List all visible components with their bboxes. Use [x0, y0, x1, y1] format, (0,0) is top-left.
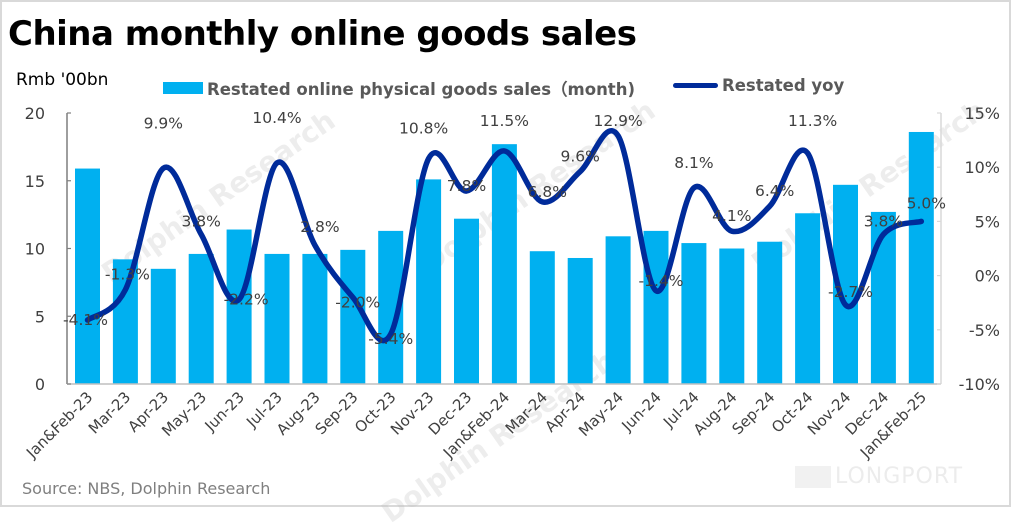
yoy-line — [84, 128, 925, 344]
data-label: -2.7% — [828, 283, 873, 301]
bar — [567, 257, 593, 384]
right-axis-tick-label: 10% — [964, 158, 1000, 177]
longport-logo-icon — [795, 465, 831, 488]
data-label: -5.4% — [368, 330, 413, 348]
bar — [75, 168, 100, 384]
legend-item-yoy: Restated yoy — [673, 76, 844, 95]
legend-item-sales: Restated online physical goods sales（mon… — [163, 76, 635, 100]
left-axis-tick-label: 5 — [35, 307, 45, 326]
chart-title: China monthly online goods sales — [8, 14, 637, 54]
data-label: -1.3% — [105, 266, 150, 284]
x-axis-tick-label: Sep-23 — [312, 388, 362, 438]
bar — [529, 251, 555, 384]
bar — [908, 131, 934, 384]
bar — [112, 259, 138, 384]
data-label: 6.8% — [528, 183, 567, 201]
data-label: -1.4% — [639, 272, 684, 290]
data-label: 3.8% — [864, 212, 903, 230]
data-label: 9.6% — [561, 148, 600, 166]
left-axis-tick-label: 15 — [25, 172, 45, 191]
x-axis-ticks: Jan&Feb-23Mar-23Apr-23May-23Jun-23Jul-23… — [22, 388, 930, 462]
bar — [757, 241, 783, 384]
bar — [719, 248, 745, 384]
bar-series — [75, 131, 934, 384]
axes: 0 5 10 15 20 -10% -5% 0% 5% 10% 15% — [25, 104, 1000, 394]
x-axis-tick-label: Mar-24 — [502, 388, 551, 437]
data-label: 9.9% — [144, 114, 183, 132]
data-label: -2.2% — [224, 290, 269, 308]
legend-line-swatch — [673, 83, 718, 88]
x-axis-tick-label: Jun-23 — [201, 388, 248, 435]
data-label: 11.5% — [480, 112, 529, 130]
legend-label-sales: Restated online physical goods sales（mon… — [207, 80, 635, 99]
right-axis-tick-label: -10% — [959, 375, 1000, 394]
data-label: 6.4% — [755, 182, 794, 200]
bar — [681, 243, 707, 384]
bar — [416, 179, 442, 384]
line-series — [84, 128, 925, 344]
source-note: Source: NBS, Dolphin Research — [22, 479, 271, 498]
x-axis-tick-label: Jun-24 — [617, 388, 664, 435]
longport-watermark: LONGPORT — [795, 464, 963, 489]
x-axis-tick-label: Mar-23 — [85, 388, 134, 437]
right-axis-tick-label: 5% — [975, 212, 1000, 231]
right-axis-tick-label: 0% — [975, 267, 1000, 286]
data-label: 4.1% — [712, 207, 751, 225]
bar — [264, 253, 290, 384]
bar — [870, 211, 896, 384]
left-axis-tick-label: 10 — [25, 240, 45, 259]
data-labels: -4.1% -1.3% 9.9% 3.8% -2.2% 10.4% 2.8% -2.0% -5.… — [63, 109, 946, 348]
bar — [491, 144, 517, 384]
bar — [454, 218, 479, 384]
left-axis-tick-label: 20 — [25, 104, 45, 123]
data-label: 8.1% — [674, 154, 713, 172]
left-axis-tick-label: 0 — [35, 375, 45, 394]
legend-label-yoy: Restated yoy — [722, 76, 845, 95]
data-label: 10.8% — [399, 120, 448, 138]
x-axis-tick-label: Sep-24 — [728, 388, 778, 438]
data-label: -2.0% — [335, 293, 380, 311]
right-axis-tick-label: -5% — [969, 321, 1000, 340]
right-axis-tick-label: 15% — [964, 104, 1000, 123]
data-label: 2.8% — [300, 218, 339, 236]
chart-svg: 0 5 10 15 20 -10% -5% 0% 5% 10% 15% -4.1% -1.3% 9.9%… — [22, 104, 1000, 462]
bar — [643, 230, 669, 384]
bar — [150, 268, 176, 384]
left-axis-unit-label: Rmb '00bn — [16, 70, 109, 90]
data-label: 7.8% — [447, 177, 486, 195]
bar — [302, 253, 328, 384]
bar — [605, 236, 631, 384]
data-label: 3.8% — [182, 212, 221, 230]
bar — [795, 213, 821, 384]
legend-bar-swatch — [163, 82, 203, 94]
bar — [340, 249, 366, 384]
data-label: 10.4% — [252, 109, 301, 127]
data-label: -4.1% — [63, 311, 108, 329]
bar — [226, 229, 252, 384]
data-label: 5.0% — [907, 194, 946, 212]
bar — [188, 253, 214, 384]
data-label: 12.9% — [593, 112, 642, 130]
data-label: 11.3% — [788, 112, 837, 130]
